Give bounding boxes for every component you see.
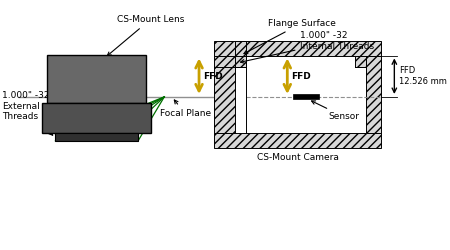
Text: FFD: FFD <box>291 72 311 81</box>
Text: Focal Plane: Focal Plane <box>160 100 211 118</box>
Bar <box>293 94 319 99</box>
Bar <box>214 56 235 134</box>
Bar <box>214 40 381 56</box>
Text: Sensor: Sensor <box>311 101 360 121</box>
Bar <box>366 56 381 134</box>
Text: Flange Surface: Flange Surface <box>244 19 335 54</box>
Bar <box>235 56 366 134</box>
Text: 1.000" -32
Internal Threads: 1.000" -32 Internal Threads <box>240 31 374 63</box>
Text: CS-Mount Lens: CS-Mount Lens <box>107 15 184 56</box>
Text: FFD
12.526 mm: FFD 12.526 mm <box>399 66 447 86</box>
Bar <box>355 56 366 67</box>
Bar <box>42 104 151 134</box>
Text: 1.000" -32
External
Threads: 1.000" -32 External Threads <box>2 91 53 135</box>
Bar <box>235 40 246 67</box>
Text: FFD: FFD <box>203 72 223 81</box>
Bar <box>214 134 381 148</box>
Bar <box>47 54 146 104</box>
Text: CS-Mount Camera: CS-Mount Camera <box>256 153 338 162</box>
Bar <box>55 134 138 141</box>
